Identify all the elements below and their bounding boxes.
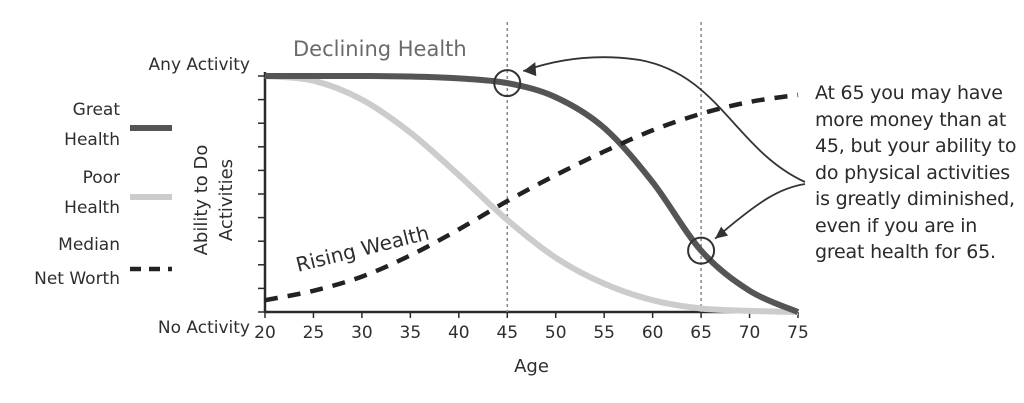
legend-label-line2: Net Worth [34,269,120,289]
arrowhead-lower [715,226,729,239]
arrowhead-upper [523,62,537,77]
x-tick-label: 20 [254,323,276,343]
legend-label-line2: Health [64,130,120,150]
series-line-great-health [264,72,800,315]
legend-label-line1: Poor [83,168,120,188]
series-line-median-net-worth [264,92,799,303]
x-tick-label: 30 [351,323,373,343]
x-tick-label: 40 [448,323,470,343]
x-tick-label: 35 [400,323,422,343]
x-tick-label: 25 [303,323,325,343]
legend-label-line1: Great [73,100,121,120]
y-axis-label-line2: Activities [216,159,237,241]
x-tick-label: 50 [545,323,567,343]
x-tick-label: 55 [593,323,615,343]
callout-arrow-lower [714,183,806,240]
plot-area: 20 25 30 35 40 45 50 55 60 65 70 75 Age Ability to Do… [34,22,809,377]
x-tick-label: 60 [642,323,664,343]
x-tick-label: 45 [496,323,518,343]
rising-wealth-label: Rising Wealth [293,221,431,277]
callout-arrow-upper [522,56,806,183]
x-axis-label: Age [514,356,549,377]
x-tick-label: 70 [739,323,761,343]
legend-label-line1: Median [58,235,120,255]
callout-annotation: At 65 you may have more money than at 45… [815,82,1017,263]
x-tick-label: 65 [690,323,712,343]
y-top-label: Any Activity [149,55,250,75]
legend-label-line2: Health [64,198,120,218]
series-line-poor-health [264,73,799,315]
y-axis-label-line1: Ability to Do [191,145,212,256]
y-bottom-label: No Activity [158,318,250,338]
circled-point-45 [493,69,522,98]
circled-point-65 [687,236,716,265]
declining-health-label: Declining Health [293,37,467,61]
x-tick-label: 75 [787,323,809,343]
